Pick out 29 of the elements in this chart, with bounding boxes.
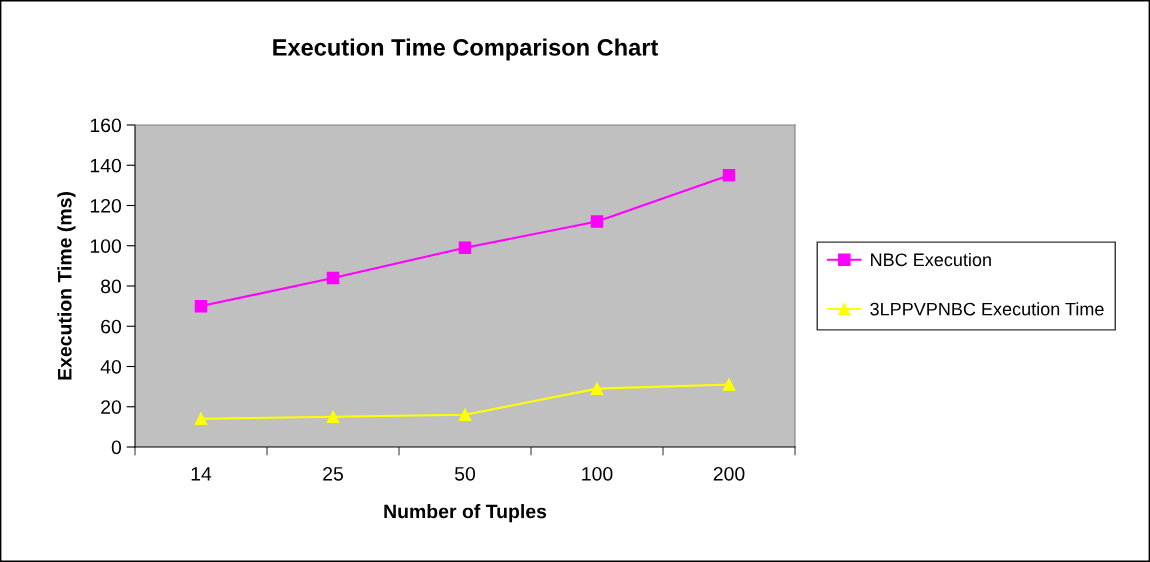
legend-label: 3LPPVPNBC Execution Time xyxy=(870,302,1104,316)
x-tick-label: 50 xyxy=(454,466,476,481)
point xyxy=(458,408,472,422)
y-tick-label: 160 xyxy=(90,118,122,133)
y-axis-title: Execution Time (ms) xyxy=(57,192,76,380)
y-tick-label: 20 xyxy=(101,400,122,414)
x-tick-label: 14 xyxy=(191,467,212,481)
point xyxy=(722,169,736,182)
point xyxy=(194,299,208,313)
point xyxy=(326,271,340,285)
point xyxy=(458,241,472,255)
point xyxy=(722,378,736,391)
point xyxy=(590,382,604,395)
point xyxy=(326,410,340,424)
y-tick-label: 120 xyxy=(90,198,122,213)
chart-title: Execution Time Comparison Chart xyxy=(273,38,659,61)
legend-label: NBC Execution xyxy=(871,252,991,267)
y-tick-label: 0 xyxy=(111,440,122,455)
x-axis-title: Number of Tuples xyxy=(384,504,547,523)
point xyxy=(590,215,604,228)
point xyxy=(194,412,208,426)
x-tick-label: 25 xyxy=(323,466,343,481)
y-tick-label: 140 xyxy=(90,158,122,173)
y-tick-label: 80 xyxy=(101,279,122,294)
y-tick-label: 40 xyxy=(100,359,122,374)
y-tick-label: 60 xyxy=(101,319,122,334)
x-tick-label: 100 xyxy=(582,466,613,481)
y-tick-label: 100 xyxy=(90,239,122,253)
x-tick-label: 200 xyxy=(713,466,745,481)
